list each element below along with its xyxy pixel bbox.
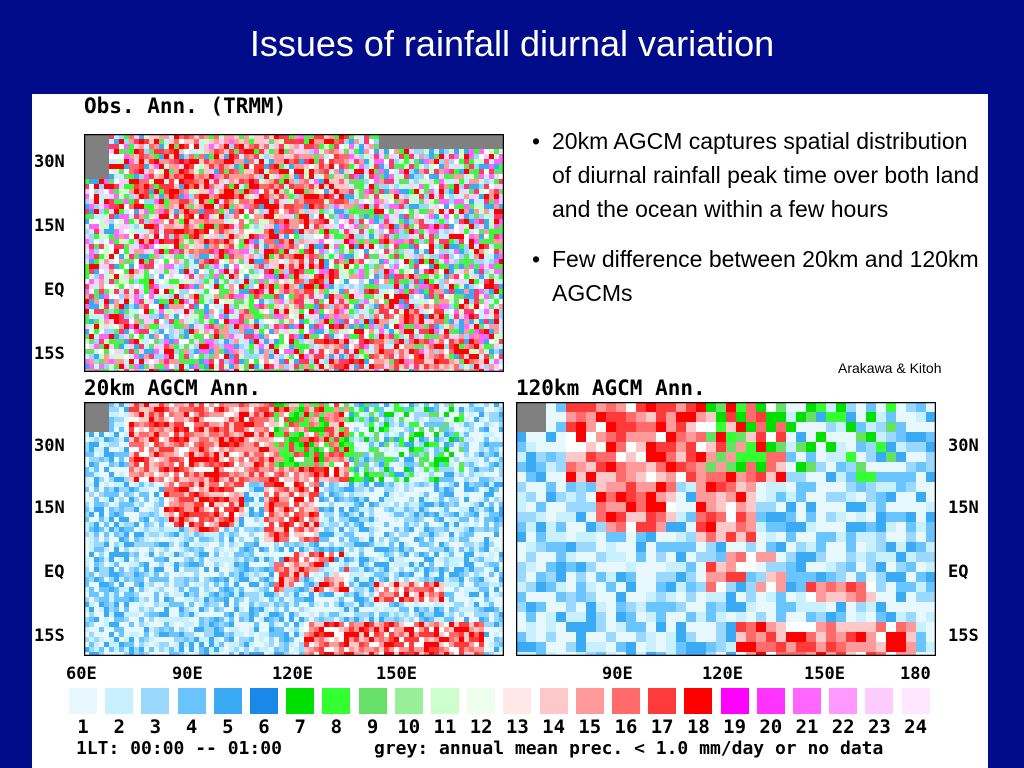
legend-swatch (250, 688, 278, 714)
legend-number: 23 (867, 716, 891, 738)
legend-swatch (901, 688, 930, 714)
lat-tick: 30N (34, 436, 65, 456)
legend-number: 3 (149, 716, 162, 738)
lon-tick: 60E (66, 664, 97, 684)
legend-number: 6 (258, 716, 270, 738)
legend-number: 20 (759, 716, 783, 738)
lat-tick: 15N (34, 216, 65, 236)
legend-swatch (213, 688, 242, 714)
legend-swatch (141, 688, 170, 714)
lat-tick: 15S (948, 626, 979, 646)
bullet-list: • 20km AGCM captures spatial distributio… (532, 124, 988, 326)
legend-number: 24 (904, 716, 928, 738)
lon-tick: 180 (900, 664, 931, 684)
legend-swatch (612, 688, 640, 714)
map-label-20km: 20km AGCM Ann. (84, 376, 262, 400)
lon-tick: 90E (172, 664, 203, 684)
lat-tick: 15N (34, 498, 65, 518)
legend-number: 16 (614, 716, 638, 738)
legend-swatch (575, 688, 604, 714)
lat-tick: EQ (44, 280, 65, 300)
lat-tick: 30N (34, 152, 65, 172)
lat-tick: 15S (34, 344, 65, 364)
legend-swatch (865, 688, 894, 714)
legend-number: 17 (650, 716, 674, 738)
legend-number: 11 (433, 716, 457, 738)
legend-swatch (793, 688, 821, 714)
legend-swatch (648, 688, 677, 714)
bullet-item: • Few difference between 20km and 120km … (532, 242, 988, 310)
lat-tick: 30N (948, 436, 979, 456)
map-label-obs: Obs. Ann. (TRMM) (84, 94, 287, 118)
legend-number: 22 (831, 716, 855, 738)
map-20km-svg (84, 402, 504, 656)
legend-swatch (720, 688, 749, 714)
map-120km-svg (516, 402, 936, 656)
legend-number: 18 (686, 716, 710, 738)
legend-number: 9 (366, 716, 379, 738)
time-label: 1LT: 00:00 -- 01:00 (76, 738, 282, 759)
legend-swatch (358, 688, 387, 714)
map-label-120km: 120km AGCM Ann. (516, 376, 706, 400)
legend-swatch (684, 688, 713, 714)
legend-number: 2 (113, 716, 125, 738)
map-obs-trmm (84, 134, 504, 372)
map-120km-agcm (516, 402, 936, 656)
legend-swatch (467, 688, 496, 714)
lat-tick: 15N (948, 498, 979, 518)
legend-swatch (177, 688, 206, 714)
legend-swatch (322, 688, 351, 714)
lon-tick: 150E (804, 664, 845, 684)
legend-note: grey: annual mean prec. < 1.0 mm/day or … (374, 738, 884, 759)
legend-number: 5 (222, 716, 234, 738)
legend-swatch (394, 688, 423, 714)
bullet-text: 20km AGCM captures spatial distribution … (552, 128, 980, 222)
legend-swatch (539, 688, 568, 714)
bullet-text: Few difference between 20km and 120km AG… (552, 246, 979, 306)
lon-tick: 120E (272, 664, 313, 684)
lon-tick: 120E (702, 664, 743, 684)
slide-title: Issues of rainfall diurnal variation (249, 23, 775, 64)
bullet-dot-icon: • (532, 246, 541, 272)
legend-swatch (69, 688, 97, 714)
map-20km-agcm (84, 402, 504, 656)
legend-number: 12 (469, 716, 493, 738)
legend-number: 21 (795, 716, 819, 738)
lat-tick: EQ (44, 562, 65, 582)
bullet-dot-icon: • (532, 128, 541, 154)
legend-number: 8 (330, 716, 343, 738)
lon-tick: 90E (602, 664, 633, 684)
legend-swatch (829, 688, 858, 714)
legend-number: 7 (294, 716, 306, 738)
legend-number: 4 (185, 716, 198, 738)
lon-tick: 150E (376, 664, 417, 684)
credit-text: Arakawa & Kitoh (838, 360, 942, 376)
legend-swatch (756, 688, 785, 714)
legend-swatch (286, 688, 315, 714)
legend-number: 15 (578, 716, 602, 738)
legend-number: 14 (542, 716, 566, 738)
lat-tick: 15S (34, 626, 65, 646)
figure-canvas: Obs. Ann. (TRMM) 30N 15N EQ 15S • 20km A… (32, 94, 988, 768)
legend-number: 19 (723, 716, 747, 738)
map-obs-svg (84, 134, 504, 372)
bullet-item: • 20km AGCM captures spatial distributio… (532, 124, 988, 226)
legend-number: 10 (397, 716, 421, 738)
legend-swatch (431, 688, 459, 714)
legend-swatch (503, 688, 532, 714)
lat-tick: EQ (948, 562, 969, 582)
legend-number: 1 (77, 716, 89, 738)
legend-number: 13 (505, 716, 529, 738)
legend-swatch (105, 688, 134, 714)
